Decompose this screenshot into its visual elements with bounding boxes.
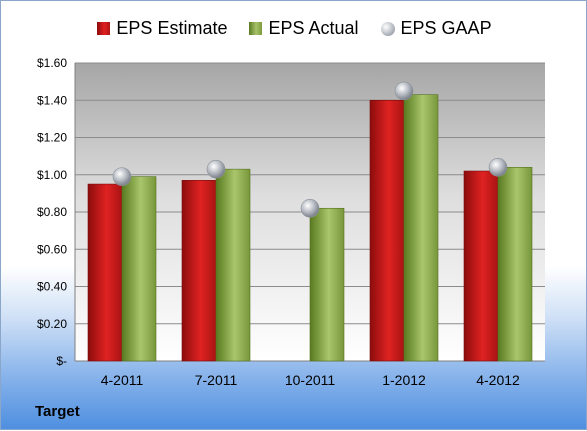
y-tick-label: $0.80 bbox=[37, 205, 67, 219]
y-tick-label: $1.00 bbox=[37, 168, 67, 182]
y-tick-label: $1.60 bbox=[37, 56, 67, 70]
company-label: Target bbox=[35, 403, 80, 420]
legend-label-eps-estimate: EPS Estimate bbox=[116, 18, 228, 38]
legend-item-eps-gaap: EPS GAAP bbox=[380, 18, 492, 39]
y-tick-label: $0.20 bbox=[37, 317, 67, 331]
legend-swatch-eps-estimate bbox=[97, 22, 111, 35]
y-tick-label: $- bbox=[56, 354, 67, 368]
x-tick-label: 10-2011 bbox=[285, 372, 336, 388]
legend-swatch-eps-gaap bbox=[380, 21, 395, 36]
bar-eps-actual-1-2012 bbox=[403, 94, 439, 362]
bar-eps-actual-4-2012 bbox=[497, 167, 533, 362]
bar-eps-estimate-1-2012 bbox=[369, 99, 405, 362]
y-tick-label: $0.60 bbox=[37, 242, 67, 256]
x-tick-label: 4-2012 bbox=[476, 372, 520, 388]
bar-eps-estimate-4-2012 bbox=[463, 170, 499, 362]
legend-label-eps-gaap: EPS GAAP bbox=[400, 18, 492, 38]
marker-eps-gaap-1-2012 bbox=[394, 81, 414, 101]
y-tick-label: $0.40 bbox=[37, 280, 67, 294]
marker-eps-gaap-4-2011 bbox=[112, 167, 132, 186]
y-tick-label: $1.20 bbox=[37, 131, 67, 145]
marker-eps-gaap-10-2011 bbox=[300, 198, 320, 218]
chart-legend: EPS Estimate EPS Actual EPS GAAP bbox=[1, 18, 587, 39]
marker-eps-gaap-7-2011 bbox=[206, 159, 226, 179]
bar-eps-actual-4-2011 bbox=[121, 176, 157, 362]
marker-eps-gaap-4-2012 bbox=[488, 158, 508, 177]
bar-eps-estimate-7-2011 bbox=[181, 180, 217, 362]
x-tick-label: 7-2011 bbox=[195, 372, 238, 388]
legend-item-eps-actual: EPS Actual bbox=[249, 18, 359, 39]
legend-label-eps-actual: EPS Actual bbox=[268, 18, 359, 38]
x-tick-label: 1-2012 bbox=[382, 372, 426, 388]
legend-item-eps-estimate: EPS Estimate bbox=[97, 18, 227, 39]
bar-eps-actual-10-2011 bbox=[309, 207, 345, 362]
x-tick-label: 4-2011 bbox=[101, 372, 144, 388]
bar-eps-estimate-4-2011 bbox=[87, 183, 123, 362]
y-tick-label: $1.40 bbox=[37, 93, 67, 107]
bar-eps-actual-7-2011 bbox=[215, 168, 251, 362]
legend-swatch-eps-actual bbox=[249, 22, 263, 35]
